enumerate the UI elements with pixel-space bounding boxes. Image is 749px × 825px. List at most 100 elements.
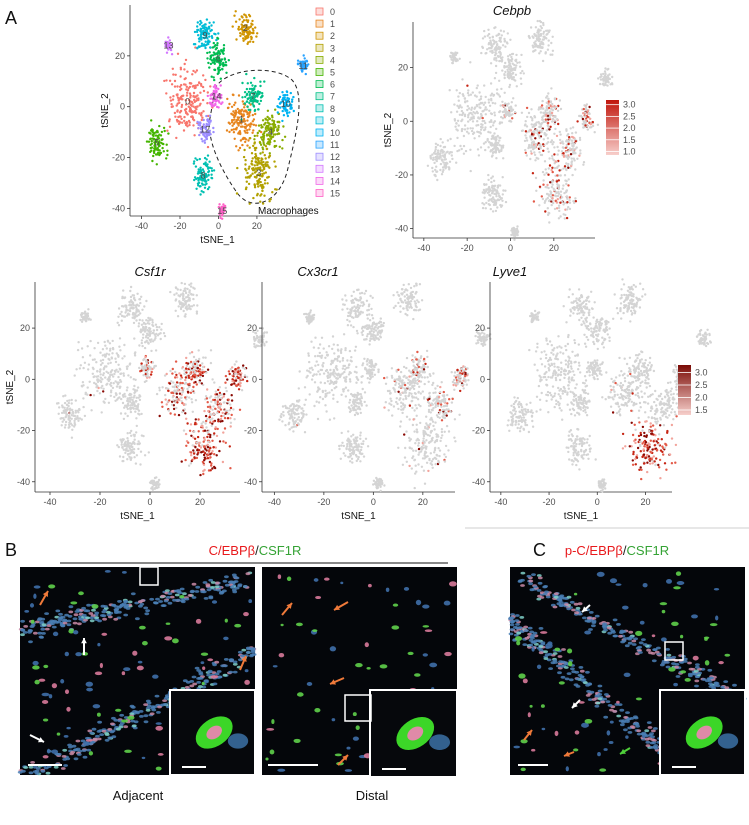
cell-dot <box>570 127 572 129</box>
cell-dot <box>335 365 337 367</box>
cell-dot <box>576 120 578 122</box>
cell-dot <box>491 185 493 187</box>
cell-dot <box>220 49 222 51</box>
cell-dot <box>204 357 206 359</box>
cell-dot <box>264 131 266 133</box>
cell-dot <box>565 155 567 157</box>
cell-dot <box>337 349 339 351</box>
cell-dot <box>197 34 199 36</box>
cell-dot <box>204 157 206 159</box>
cell-dot <box>212 405 214 407</box>
cell-dot <box>207 454 209 456</box>
cell-dot <box>77 341 79 343</box>
cell-dot <box>190 392 192 394</box>
cell-dot <box>184 412 186 414</box>
cell-dot <box>86 315 88 317</box>
cell-dot <box>562 188 564 190</box>
cell-dot <box>321 369 323 371</box>
cell-dot <box>217 32 219 34</box>
cell-dot <box>555 106 557 108</box>
cell-dot <box>134 314 136 316</box>
cell-dot <box>252 88 254 90</box>
cell-dot <box>160 338 162 340</box>
cell-dot <box>176 104 178 106</box>
cell-dot <box>258 124 260 126</box>
cell-dot <box>208 66 210 68</box>
cell-dot <box>501 197 503 199</box>
cell-dot <box>490 82 492 84</box>
legend-label: 2 <box>330 31 335 41</box>
cell-dot <box>182 306 184 308</box>
cell-dot <box>122 372 124 374</box>
cell-dot <box>464 114 466 116</box>
cell-dot <box>345 376 347 378</box>
cell-dot <box>231 394 233 396</box>
cell-dot <box>204 457 206 459</box>
cell-dot <box>234 102 236 104</box>
cell-dot <box>67 408 69 410</box>
cell-dot <box>130 443 132 445</box>
cell-dot <box>328 345 330 347</box>
cell-dot <box>210 349 212 351</box>
cell-dot <box>531 133 533 135</box>
cell-dot <box>104 365 106 367</box>
cell-dot <box>84 362 86 364</box>
cell-dot <box>535 26 537 28</box>
cell-dot <box>495 157 497 159</box>
cell-dot <box>360 381 362 383</box>
cell-dot <box>507 75 509 77</box>
cell-dot <box>251 32 253 34</box>
cell-dot <box>562 184 564 186</box>
cell-dot <box>65 415 67 417</box>
cell-dot <box>529 158 531 160</box>
cell-dot <box>476 105 478 107</box>
cell-dot <box>520 77 522 79</box>
cell-dot <box>259 152 261 154</box>
cell-dot <box>524 149 526 151</box>
cell-dot <box>485 202 487 204</box>
cell-dot <box>130 286 132 288</box>
cell-dot <box>466 109 468 111</box>
cell-dot <box>208 27 210 29</box>
cell-dot <box>246 93 248 95</box>
cell-dot <box>87 345 89 347</box>
cell-dot <box>260 181 262 183</box>
cell-dot <box>192 102 194 104</box>
cell-dot <box>193 119 195 121</box>
cell-dot <box>112 340 114 342</box>
cell-dot <box>245 16 247 18</box>
cell-dot <box>202 473 204 475</box>
cell-dot <box>175 137 177 139</box>
cell-dot <box>528 112 530 114</box>
cell-dot <box>178 305 180 307</box>
cell-dot <box>222 440 224 442</box>
cell-dot <box>260 100 262 102</box>
cell-dot <box>232 370 234 372</box>
cell-dot <box>129 398 131 400</box>
cell-dot <box>119 349 121 351</box>
cell-dot <box>542 171 544 173</box>
cell-dot <box>235 360 237 362</box>
cell-dot <box>248 30 250 32</box>
cell-dot <box>227 399 229 401</box>
cell-dot <box>238 26 240 28</box>
cell-dot <box>555 160 557 162</box>
cell-dot <box>394 391 396 393</box>
cell-dot <box>195 359 197 361</box>
cell-dot <box>217 396 219 398</box>
cell-dot <box>171 106 173 108</box>
cell-dot <box>277 125 279 127</box>
cell-dot <box>79 367 81 369</box>
cell-dot <box>186 122 188 124</box>
cell-dot <box>565 162 567 164</box>
cell-dot <box>534 45 536 47</box>
cell-dot <box>551 186 553 188</box>
cell-dot <box>260 160 262 162</box>
cell-dot <box>190 398 192 400</box>
cell-dot <box>246 88 248 90</box>
cell-dot <box>491 192 493 194</box>
cell-dot <box>117 322 119 324</box>
cell-dot <box>251 173 253 175</box>
cell-dot <box>567 206 569 208</box>
